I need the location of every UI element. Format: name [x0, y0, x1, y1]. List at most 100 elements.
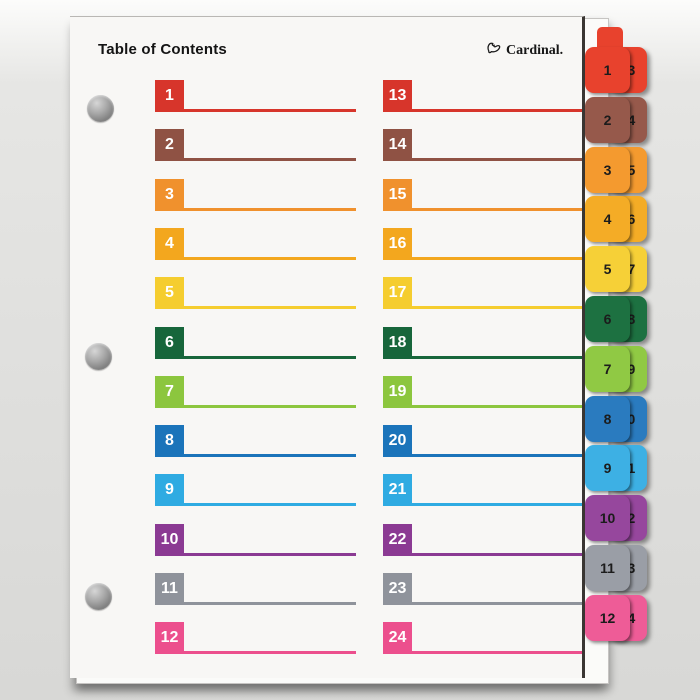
- toc-entry: 5: [155, 277, 356, 310]
- toc-entry: 16: [383, 227, 582, 260]
- toc-entry-number: 19: [383, 375, 412, 408]
- index-tab-front: 7: [585, 345, 630, 392]
- toc-entry: 15: [383, 178, 582, 211]
- index-tab-pair: 2311: [585, 545, 649, 591]
- toc-entry-line: [383, 503, 582, 507]
- toc-entry-number: 3: [155, 178, 184, 211]
- toc-entry-number: 1: [155, 80, 184, 112]
- toc-entry-number: 5: [155, 277, 184, 310]
- toc-entry: 21: [383, 474, 582, 507]
- index-tab-front: 8: [585, 395, 630, 442]
- toc-entry: 22: [383, 523, 582, 556]
- toc-entry-line: [155, 256, 356, 260]
- toc-entry-number: 13: [383, 80, 412, 112]
- toc-entry: 10: [155, 523, 356, 556]
- toc-entry-number: 16: [383, 227, 412, 260]
- index-tabs: 131142153164175186197208219221023112412: [585, 0, 655, 700]
- toc-entry-line: [383, 651, 582, 655]
- toc-entry-number: 21: [383, 474, 412, 507]
- toc-entry: 1: [155, 80, 356, 112]
- toc-entry: 11: [155, 573, 356, 605]
- toc-entry-number: 14: [383, 129, 412, 162]
- toc-entry: 9: [155, 474, 356, 507]
- toc-entry-number: 24: [383, 622, 412, 655]
- index-tab-pair: 175: [585, 246, 649, 293]
- toc-entries: 1 2 3 4 5 6 7 8 9 10 11 12 13 14 15 16 17 18 19 20 21 22 23 24: [70, 17, 582, 678]
- toc-entry: 23: [383, 573, 582, 605]
- brand-name: Cardinal.: [506, 42, 564, 58]
- toc-entry-line: [155, 454, 356, 458]
- toc-entry: 2: [155, 129, 356, 162]
- toc-entry-line: [155, 552, 356, 556]
- index-tab-front: 1: [585, 47, 630, 93]
- toc-entry-number: 7: [155, 375, 184, 408]
- toc-entry: 19: [383, 375, 582, 408]
- toc-entry: 13: [383, 80, 582, 112]
- toc-entry-number: 12: [155, 622, 184, 655]
- toc-entry-line: [155, 503, 356, 507]
- toc-entry-line: [155, 306, 356, 310]
- toc-entry-number: 15: [383, 178, 412, 211]
- index-tab-pair: 164: [585, 196, 649, 243]
- page-title: Table of Contents: [98, 41, 227, 58]
- index-tab-front: 4: [585, 196, 630, 243]
- index-tab-front: 10: [585, 495, 630, 542]
- toc-entry-line: [155, 651, 356, 655]
- toc-entry-line: [383, 306, 582, 310]
- index-tab-front: 3: [585, 146, 630, 193]
- index-tab-pair: 208: [585, 395, 649, 442]
- toc-entry-number: 10: [155, 523, 184, 556]
- toc-entry-line: [383, 158, 582, 162]
- toc-entry-number: 20: [383, 425, 412, 458]
- toc-entry-number: 22: [383, 523, 412, 556]
- toc-entry-line: [155, 109, 356, 112]
- toc-entry: 20: [383, 425, 582, 458]
- toc-entry-number: 9: [155, 474, 184, 507]
- toc-entry: 24: [383, 622, 582, 655]
- index-tab-front: 2: [585, 96, 630, 143]
- toc-entry-line: [383, 552, 582, 556]
- toc-entry: 3: [155, 178, 356, 211]
- cardinal-bird-icon: [485, 39, 503, 62]
- toc-entry-line: [155, 207, 356, 211]
- toc-entry: 12: [155, 622, 356, 655]
- index-tab-front: 9: [585, 445, 630, 492]
- toc-entry-number: 17: [383, 277, 412, 310]
- index-tab-pair: 219: [585, 445, 649, 492]
- toc-entry-number: 11: [155, 573, 184, 605]
- index-tab-front: 6: [585, 296, 630, 342]
- toc-entry-line: [155, 404, 356, 408]
- toc-entry-line: [383, 602, 582, 605]
- index-tab-front: 11: [585, 545, 630, 591]
- index-tab-pair: 142: [585, 96, 649, 143]
- index-tab-front: 12: [585, 594, 630, 641]
- toc-entry-number: 6: [155, 326, 184, 359]
- index-tab-pair: 2210: [585, 495, 649, 542]
- index-tab-pair: 131: [585, 47, 649, 93]
- toc-entry-line: [155, 602, 356, 605]
- toc-entry: 18: [383, 326, 582, 359]
- toc-entry-line: [383, 207, 582, 211]
- toc-entry-line: [383, 404, 582, 408]
- toc-entry: 4: [155, 227, 356, 260]
- index-tab-pair: 197: [585, 345, 649, 392]
- toc-entry-line: [155, 158, 356, 162]
- toc-entry-number: 8: [155, 425, 184, 458]
- toc-entry-line: [383, 109, 582, 112]
- toc-entry-line: [155, 355, 356, 359]
- punch-hole: [85, 343, 112, 370]
- punch-hole: [87, 95, 114, 122]
- toc-entry: 7: [155, 375, 356, 408]
- toc-entry-number: 2: [155, 129, 184, 162]
- toc-entry: 6: [155, 326, 356, 359]
- toc-entry: 14: [383, 129, 582, 162]
- toc-entry-line: [383, 454, 582, 458]
- divider-sheet: Table of Contents Cardinal. 1 2 3 4 5 6 7 8 9 10 1…: [70, 16, 585, 678]
- toc-entry: 8: [155, 425, 356, 458]
- toc-entry-number: 18: [383, 326, 412, 359]
- toc-entry-number: 4: [155, 227, 184, 260]
- toc-entry-number: 23: [383, 573, 412, 605]
- toc-entry-line: [383, 256, 582, 260]
